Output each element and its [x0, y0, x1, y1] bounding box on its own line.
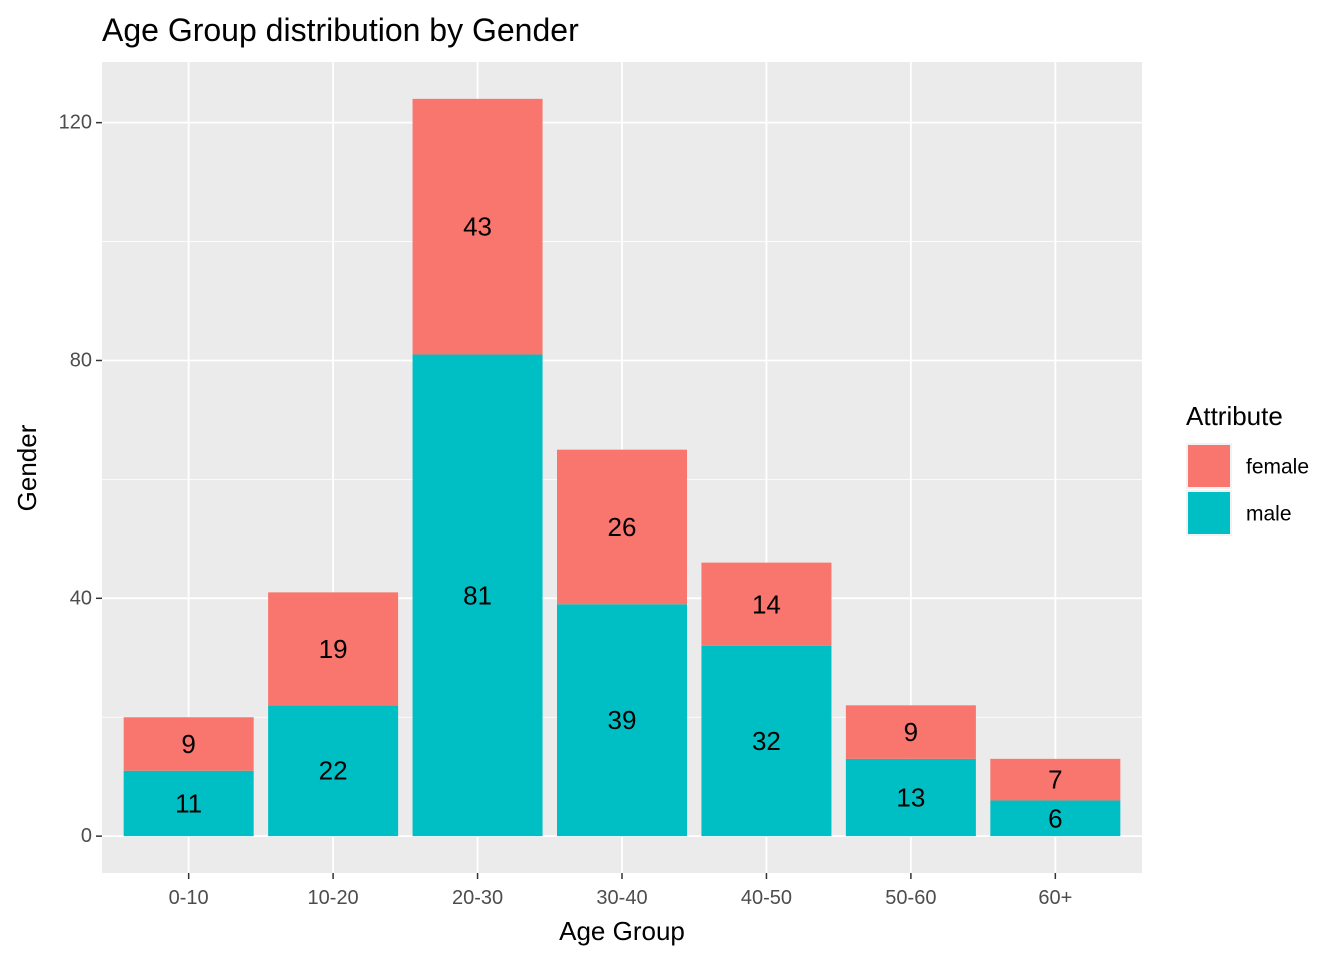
x-tick-label-40-50: 40-50: [741, 887, 792, 909]
bar-label-male-10-20: 22: [319, 756, 348, 786]
bar-label-male-0-10: 11: [175, 788, 202, 818]
legend-swatch-male: [1188, 492, 1230, 534]
bar-female-50-60: [845, 705, 976, 759]
bar-female-30-40: [557, 449, 687, 605]
legend-items: female male: [1186, 443, 1309, 536]
y-axis: 0 40 80 120: [59, 112, 102, 847]
bar-label-female-60+: 7: [1048, 765, 1062, 795]
legend-title: Attribute: [1186, 401, 1283, 431]
bar-label-male-50-60: 13: [896, 782, 925, 812]
x-axis-title: Age Group: [559, 916, 685, 946]
x-tick-label-20-30: 20-30: [452, 887, 503, 909]
legend-label-male: male: [1246, 503, 1292, 526]
legend: Attribute female male: [1186, 401, 1309, 536]
bar-male-50-60: [845, 758, 976, 837]
chart-title: Age Group distribution by Gender: [102, 12, 579, 48]
bar-male-60+: [990, 800, 1121, 837]
y-tick-label: 40: [70, 587, 92, 609]
bar-label-female-10-20: 19: [319, 634, 348, 664]
y-tick-label: 120: [59, 112, 92, 134]
bar-label-male-20-30: 81: [463, 580, 492, 610]
x-tick-label-60+: 60+: [1038, 887, 1072, 909]
legend-label-female: female: [1246, 456, 1309, 479]
bar-male-30-40: [557, 604, 687, 837]
y-tick-label: 80: [70, 349, 92, 371]
bar-label-female-20-30: 43: [463, 212, 492, 242]
bar-female-20-30: [412, 98, 543, 355]
bar-label-female-40-50: 14: [752, 589, 781, 619]
x-tick-label-50-60: 50-60: [885, 887, 936, 909]
y-axis-title: Gender: [12, 424, 42, 511]
bar-male-20-30: [412, 354, 543, 837]
bar-label-female-50-60: 9: [904, 717, 918, 747]
bar-label-male-60+: 6: [1048, 803, 1062, 833]
bar-female-40-50: [701, 562, 832, 646]
bar-female-0-10: [123, 717, 254, 771]
bar-label-male-30-40: 39: [608, 705, 637, 735]
x-tick-label-0-10: 0-10: [169, 887, 209, 909]
x-axis: 0-10 10-20 20-30 30-40 40-50 50-60 60+: [169, 873, 1072, 909]
bar-male-10-20: [268, 705, 399, 837]
y-tick-label: 0: [81, 825, 92, 847]
bar-label-female-0-10: 9: [181, 729, 195, 759]
x-tick-label-10-20: 10-20: [308, 887, 359, 909]
bar-female-10-20: [268, 592, 399, 706]
bar-label-male-40-50: 32: [752, 726, 781, 756]
legend-swatch-female: [1188, 445, 1230, 487]
bar-female-60+: [990, 758, 1121, 801]
bar-label-female-30-40: 26: [608, 512, 637, 542]
x-tick-label-30-40: 30-40: [596, 887, 647, 909]
bar-male-0-10: [123, 770, 254, 837]
bar-male-40-50: [701, 645, 832, 837]
bar-labels: 11 9 22 19 81 43 39 26 32 14 13 9 6 7: [175, 212, 1062, 834]
bars: [123, 98, 1121, 837]
